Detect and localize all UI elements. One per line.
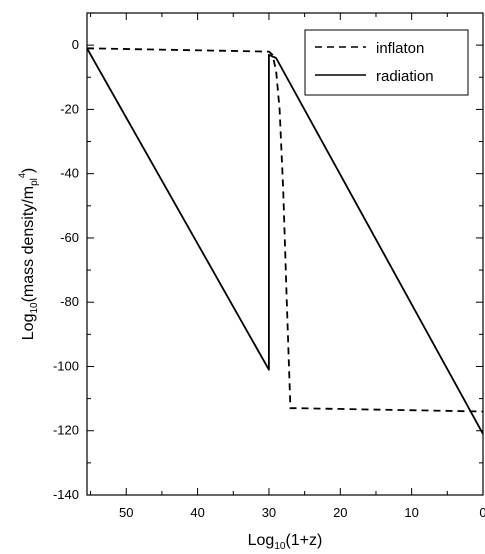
x-axis-title-main: Log: [248, 532, 275, 549]
y-tick-label: -100: [53, 358, 79, 373]
x-tick-label: 20: [333, 505, 347, 520]
x-axis-title: Log10(1+z): [248, 532, 323, 552]
x-axis-ticks: 50 40 30 20 10 0: [90, 13, 485, 520]
series-inflaton-line: [86, 47, 484, 413]
plot-frame: [86, 12, 484, 496]
x-axis-title-sub: 10: [274, 541, 286, 552]
y-tick-label: -40: [60, 166, 79, 181]
y-tick-label: 0: [72, 37, 79, 52]
series-layer: [86, 47, 484, 435]
y-tick-label: -80: [60, 294, 79, 309]
legend-label-inflaton: inflaton: [376, 40, 424, 57]
plot-frame-group: [86, 12, 484, 496]
y-axis-title-sub: 10: [29, 302, 40, 314]
legend-label-radiation: radiation: [376, 68, 434, 85]
x-tick-label: 10: [404, 505, 418, 520]
x-tick-label: 0: [479, 505, 485, 520]
y-axis-title-main: Log: [20, 314, 37, 341]
y-axis-title-end: ): [20, 168, 37, 173]
x-tick-label: 40: [190, 505, 204, 520]
y-tick-label: -120: [53, 423, 79, 438]
y-tick-label: -60: [60, 230, 79, 245]
legend: inflaton radiation: [304, 29, 469, 96]
x-axis-title-rest: (1+z): [285, 532, 322, 549]
y-axis-title-mid: (mass density/m: [20, 186, 37, 302]
y-axis-ticks: 0 -20 -40 -60 -80 -100 -120 -140: [53, 37, 483, 502]
y-axis-title-sub2: pl: [29, 178, 40, 186]
y-axis-title-sup: 4: [17, 173, 27, 178]
y-tick-label: -20: [60, 101, 79, 116]
series-radiation-line: [86, 47, 484, 435]
y-axis-title: Log10(mass density/mpl4): [17, 168, 40, 340]
x-tick-label: 50: [119, 505, 133, 520]
legend-box: [304, 29, 469, 96]
y-tick-label: -140: [53, 487, 79, 502]
x-tick-label: 30: [262, 505, 276, 520]
